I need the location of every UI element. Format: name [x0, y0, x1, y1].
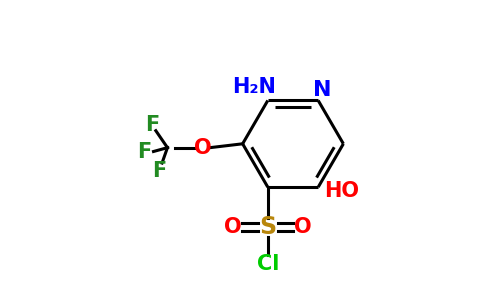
- Text: O: O: [194, 138, 211, 158]
- Text: F: F: [145, 115, 159, 134]
- Text: N: N: [313, 80, 332, 100]
- Text: Cl: Cl: [257, 254, 279, 274]
- Text: F: F: [152, 161, 167, 181]
- Text: S: S: [259, 215, 276, 239]
- Text: H₂N: H₂N: [232, 76, 276, 97]
- Text: HO: HO: [324, 181, 359, 201]
- Text: F: F: [137, 142, 151, 161]
- Text: O: O: [224, 217, 242, 237]
- Text: O: O: [294, 217, 312, 237]
